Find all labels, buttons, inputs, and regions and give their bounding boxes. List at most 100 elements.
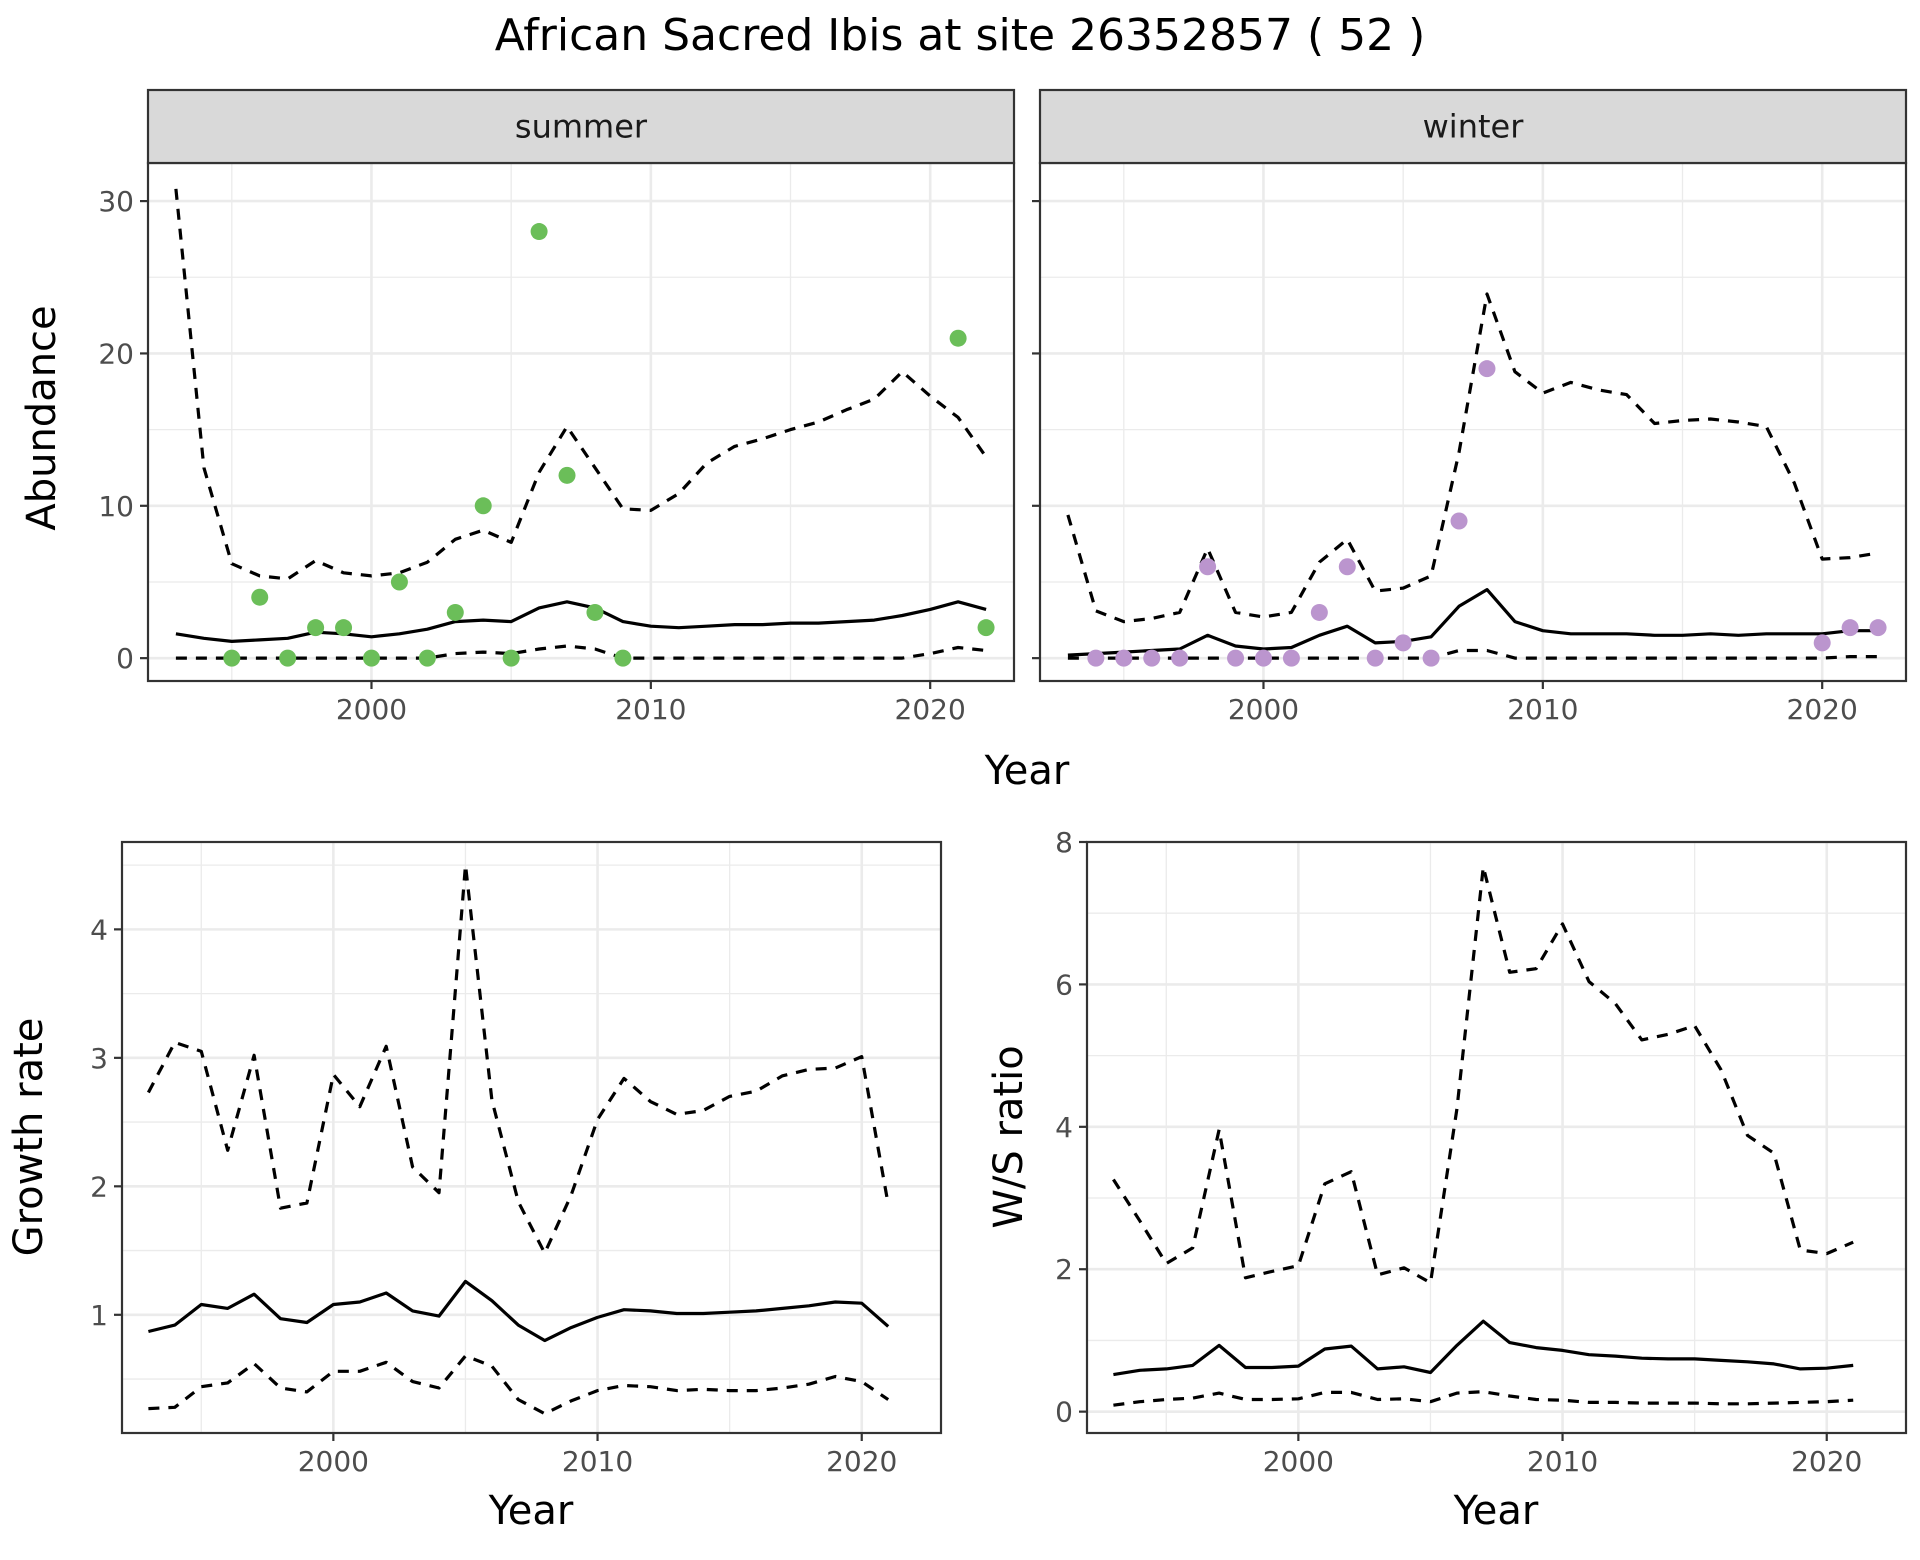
x-tick-label: 2020	[1787, 693, 1858, 726]
series-lines	[146, 863, 890, 1416]
data-point	[586, 603, 604, 621]
plot-area	[148, 163, 1014, 681]
series-lines	[1066, 292, 1879, 660]
data-point	[362, 649, 380, 667]
x-axis: 2000 2010 2020	[336, 681, 966, 726]
data-point	[1869, 619, 1887, 637]
y-tick-label: 4	[1055, 1111, 1073, 1144]
y-tick-label: 20	[98, 337, 134, 370]
data-point	[1282, 649, 1300, 667]
y-tick-label: 2	[90, 1170, 108, 1203]
series-line-lower	[175, 644, 987, 660]
y-axis	[1032, 199, 1040, 660]
data-point	[279, 649, 297, 667]
data-point	[614, 649, 632, 667]
data-point	[1087, 649, 1105, 667]
x-tick-label: 2010	[562, 1445, 633, 1478]
x-tick-label: 2020	[826, 1445, 897, 1478]
x-tick-label: 2020	[1791, 1445, 1862, 1478]
gridlines	[1040, 163, 1906, 681]
data-point	[1227, 649, 1245, 667]
data-point	[558, 466, 576, 484]
series-line-estimate	[1113, 1319, 1854, 1377]
data-point	[1813, 634, 1831, 652]
plot-area	[1087, 842, 1906, 1433]
top-x-axis-title: Year	[984, 748, 1070, 794]
data-point	[1450, 512, 1468, 530]
series-line-upper	[1066, 292, 1879, 624]
x-tick-label: 2000	[336, 693, 407, 726]
panel-winter: winter 2000 2010 2020	[1032, 88, 1908, 726]
x-tick-label: 2010	[1507, 693, 1578, 726]
y-axis: 1 2 3 4	[90, 913, 122, 1332]
panel-summer: summer 2000 2010 2020 0 10 20 30	[98, 88, 1016, 726]
data-point	[1422, 649, 1440, 667]
y-tick-label: 8	[1055, 826, 1073, 859]
gridlines	[148, 163, 1014, 681]
x-tick-label: 2010	[1527, 1445, 1598, 1478]
y-axis: 0 2 4 6 8	[1055, 826, 1087, 1429]
data-point	[251, 588, 269, 606]
data-point	[335, 619, 353, 637]
x-axis: 2000 2010 2020	[1263, 1433, 1862, 1478]
facet-strip	[146, 88, 1016, 165]
series-line-estimate	[148, 1279, 890, 1343]
series-line-upper	[146, 863, 890, 1255]
data-point	[418, 649, 436, 667]
series-line-estimate	[1067, 587, 1879, 657]
y-axis: 0 10 20 30	[98, 185, 148, 675]
data-point	[446, 603, 464, 621]
x-tick-label: 2000	[1228, 693, 1299, 726]
y-tick-label: 0	[1055, 1396, 1073, 1429]
y-tick-label: 10	[98, 490, 134, 523]
x-axis-title: Year	[488, 1488, 574, 1534]
x-axis-title: Year	[1453, 1488, 1539, 1534]
data-points	[1087, 360, 1887, 667]
data-point	[530, 223, 548, 241]
y-tick-label: 1	[90, 1299, 108, 1332]
data-point	[1115, 649, 1133, 667]
top-y-axis-title: Abundance	[19, 305, 65, 530]
gridlines	[1087, 840, 1906, 1433]
y-tick-label: 2	[1055, 1253, 1073, 1286]
x-tick-label: 2010	[615, 693, 686, 726]
y-axis-title: W/S ratio	[986, 1045, 1032, 1228]
y-tick-label: 30	[98, 185, 134, 218]
data-point	[474, 497, 492, 515]
data-point	[977, 619, 995, 637]
data-point	[1171, 649, 1189, 667]
data-point	[307, 619, 325, 637]
panel-ratio: 2000 2010 2020 0 2 4 6 8 Year W/S ratio	[986, 826, 1908, 1534]
x-tick-label: 2020	[895, 693, 966, 726]
x-tick-label: 2000	[298, 1445, 369, 1478]
facet-strip-label: winter	[1423, 108, 1525, 146]
data-point	[1310, 603, 1328, 621]
plot-area	[1040, 163, 1906, 681]
panel-border	[1085, 840, 1908, 1435]
data-point	[1254, 649, 1272, 667]
y-tick-label: 0	[116, 642, 134, 675]
series-line-lower	[148, 1354, 890, 1416]
data-point	[1143, 649, 1161, 667]
x-tick-label: 2000	[1263, 1445, 1334, 1478]
data-point	[1199, 558, 1217, 576]
data-point	[1366, 649, 1384, 667]
y-axis-title: Growth rate	[6, 1018, 52, 1257]
x-axis: 2000 2010 2020	[298, 1433, 897, 1478]
chart-title: African Sacred Ibis at site 26352857 ( 5…	[495, 10, 1426, 61]
panel-growth: 2000 2010 2020 1 2 3 4 Year Growth rate	[6, 840, 943, 1534]
data-point	[502, 649, 520, 667]
y-tick-label: 4	[90, 913, 108, 946]
series-lines	[1112, 865, 1854, 1407]
panel-border	[120, 840, 943, 1435]
series-line-upper	[174, 188, 988, 581]
data-point	[1478, 360, 1496, 378]
data-point	[1841, 619, 1859, 637]
series-line-lower	[1113, 1390, 1854, 1407]
data-point	[1394, 634, 1412, 652]
x-axis: 2000 2010 2020	[1228, 681, 1858, 726]
data-points	[223, 223, 995, 667]
y-tick-label: 6	[1055, 968, 1073, 1001]
data-point	[390, 573, 408, 591]
